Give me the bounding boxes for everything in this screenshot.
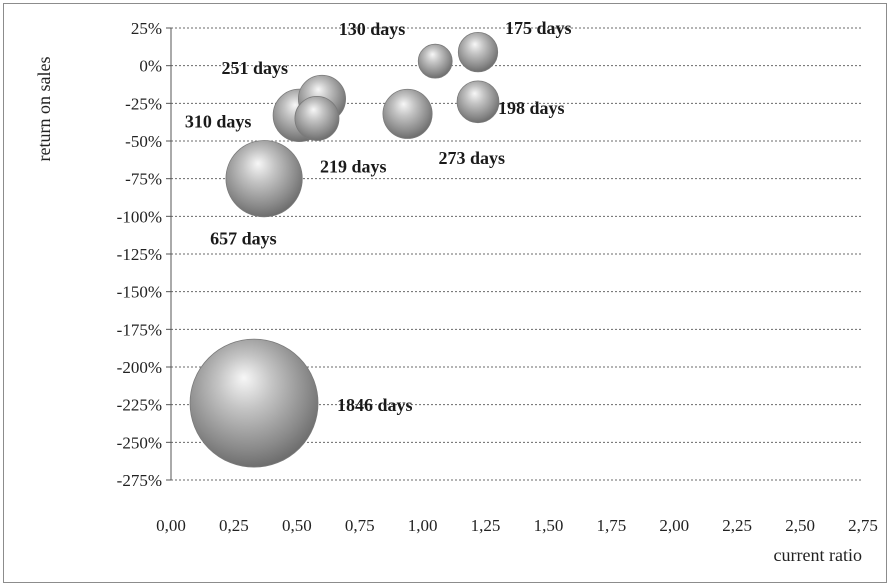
bubble — [457, 32, 499, 73]
y-tick-label: -250% — [117, 433, 162, 452]
x-tick-label: 0,00 — [156, 516, 186, 535]
bubble-labels: 130 days 175 days 251 days 198 days 219 days… — [185, 18, 572, 415]
x-tick-label: 2,50 — [785, 516, 815, 535]
gridlines — [166, 27, 863, 481]
y-tick-label: -125% — [117, 245, 162, 264]
y-tick-label: -100% — [117, 207, 162, 226]
x-tick-label: 1,75 — [596, 516, 626, 535]
bubble — [225, 140, 303, 218]
bubble-chart: 25% 0% -25% -50% -75% -100% -125% -150% -175% -20… — [34, 18, 878, 565]
x-tick-label: 1,25 — [471, 516, 501, 535]
y-tick-label: -75% — [125, 170, 162, 189]
bubble-label: 175 days — [505, 18, 572, 38]
bubble — [294, 95, 340, 141]
y-tick-label: -200% — [117, 358, 162, 377]
x-tick-label: 1,50 — [534, 516, 564, 535]
bubble-label: 310 days — [185, 111, 252, 131]
y-tick-label: 0% — [139, 57, 162, 76]
bubbles — [189, 32, 500, 468]
bubble-label: 219 days — [320, 156, 387, 176]
bubble — [382, 88, 433, 139]
x-tick-label: 0,25 — [219, 516, 249, 535]
y-tick-label: -275% — [117, 471, 162, 490]
x-tick-label: 0,75 — [345, 516, 375, 535]
bubble-label: 273 days — [439, 148, 506, 168]
bubble-label: 130 days — [339, 19, 406, 39]
y-tick-label: -25% — [125, 94, 162, 113]
x-tick-label: 2,00 — [659, 516, 689, 535]
x-tick-label: 1,00 — [408, 516, 438, 535]
y-tick-label: 25% — [131, 19, 162, 38]
bubble-label: 657 days — [210, 229, 277, 249]
x-tick-label: 0,50 — [282, 516, 312, 535]
y-tick-label: -175% — [117, 320, 162, 339]
bubble-label: 198 days — [498, 98, 565, 118]
bubble — [417, 43, 453, 79]
y-tick-label: -150% — [117, 283, 162, 302]
y-tick-labels: 25% 0% -25% -50% -75% -100% -125% -150% -175% -20… — [117, 19, 162, 490]
x-tick-label: 2,75 — [848, 516, 878, 535]
x-tick-label: 2,25 — [722, 516, 752, 535]
y-tick-label: -50% — [125, 132, 162, 151]
bubble-label: 251 days — [221, 58, 288, 78]
bubble — [456, 80, 500, 124]
x-tick-labels: 0,00 0,25 0,50 0,75 1,00 1,25 1,50 1,75 2,00 2,25… — [156, 516, 878, 535]
y-tick-label: -225% — [117, 396, 162, 415]
chart-frame: 25% 0% -25% -50% -75% -100% -125% -150% -175% -20… — [3, 3, 887, 583]
y-axis-title: return on sales — [34, 57, 54, 162]
bubble — [189, 338, 319, 468]
bubble-label: 1846 days — [337, 395, 413, 415]
x-axis-title: current ratio — [774, 545, 862, 565]
